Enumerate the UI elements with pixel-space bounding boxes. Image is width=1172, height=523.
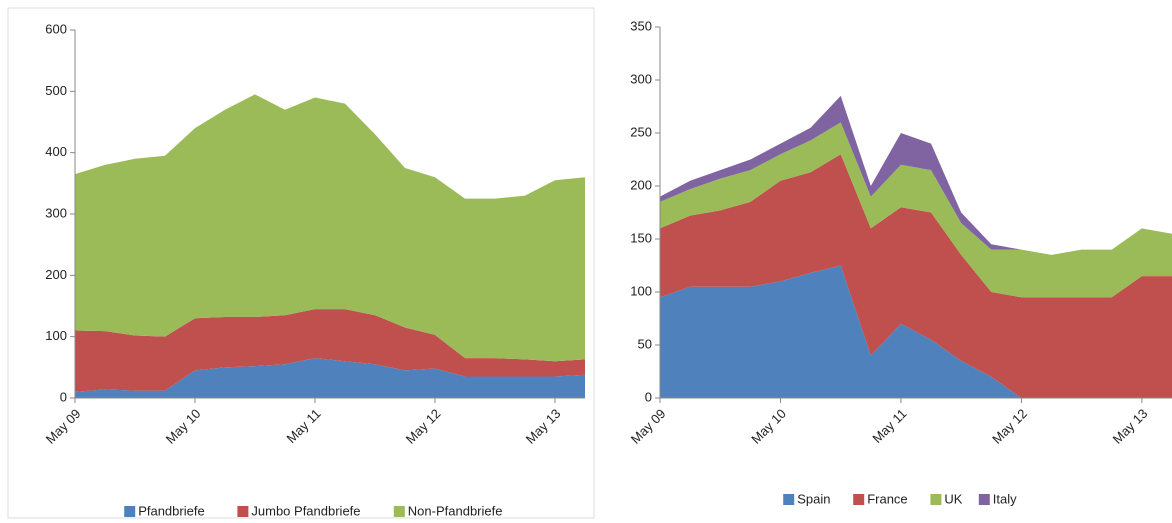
y-tick-label: 0 [645,389,652,404]
legend-label: France [867,491,907,506]
area [660,122,1172,298]
legend-swatch [930,494,942,505]
y-tick-label: 0 [60,389,67,404]
legend-label: Jumbo Pfandbriefe [251,503,360,518]
x-tick-label: May 12 [403,406,444,447]
y-tick-label: 200 [630,177,652,192]
x-tick-label: May 10 [748,406,789,447]
y-tick-label: 350 [630,18,652,33]
y-tick-label: 600 [45,21,67,36]
legend-swatch [393,506,405,517]
y-tick-label: 300 [45,205,67,220]
x-tick-label: May 13 [523,406,564,447]
legend-swatch [853,494,865,505]
x-tick-label: May 12 [989,406,1030,447]
x-tick-label: May 09 [628,406,669,447]
legend-label: Non-Pfandbriefe [408,503,503,518]
y-tick-label: 500 [45,83,67,98]
legend-swatch [237,506,249,517]
area [75,358,585,398]
y-tick-label: 300 [630,71,652,86]
x-tick-label: May 13 [1110,406,1151,447]
area [75,94,585,362]
legend-label: Italy [993,491,1017,506]
x-tick-label: May 11 [283,406,323,446]
legend-swatch [783,494,795,505]
x-tick-label: May 09 [43,406,84,447]
legend-swatch [124,506,136,517]
panel-border [7,7,595,519]
legend-label: Spain [797,491,830,506]
legend-label: Pfandbriefe [138,503,205,518]
y-tick-label: 200 [45,267,67,282]
y-tick-label: 250 [630,124,652,139]
x-tick-label: May 10 [163,406,204,447]
x-tick-label: May 11 [869,406,909,446]
legend-swatch [978,494,990,505]
y-tick-label: 50 [638,336,652,351]
legend-label: UK [944,491,962,506]
y-tick-label: 100 [45,328,67,343]
area [75,309,585,392]
y-tick-label: 100 [630,283,652,298]
y-tick-label: 150 [630,230,652,245]
y-tick-label: 400 [45,144,67,159]
area [660,154,1172,398]
